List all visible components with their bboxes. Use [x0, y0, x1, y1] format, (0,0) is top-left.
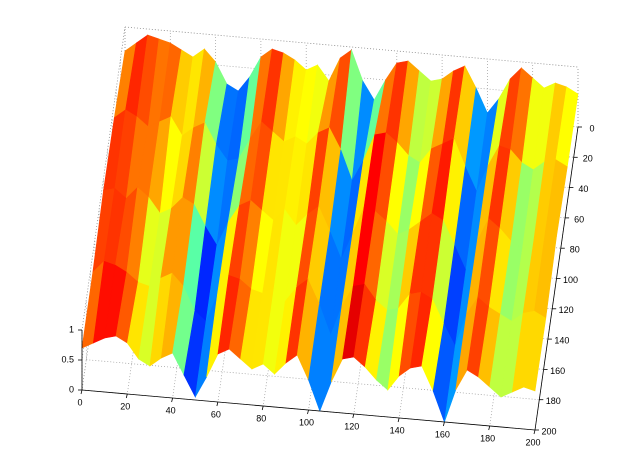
z-tick-label: 1	[69, 324, 74, 334]
y-tick-label: 120	[559, 305, 574, 315]
x-tick	[397, 417, 400, 423]
x-tick-label: 40	[166, 405, 176, 415]
y-tick-label: 200	[541, 426, 556, 436]
y-tick-label: 100	[563, 275, 578, 285]
y-tick-label: 80	[570, 245, 580, 255]
x-tick-label: 140	[390, 425, 405, 435]
x-tick	[307, 409, 309, 415]
grid-line	[81, 26, 126, 331]
y-tick-label: 0	[589, 123, 594, 133]
y-tick-label: 60	[574, 214, 584, 224]
y-tick-label: 180	[546, 396, 561, 406]
x-tick-label: 20	[120, 401, 130, 411]
x-tick	[443, 421, 445, 427]
z-tick-label: 0.5	[61, 354, 74, 364]
surface-patch	[523, 310, 547, 392]
x-tick	[80, 389, 83, 395]
y-tick-label: 160	[550, 366, 565, 376]
y-tick-label: 40	[578, 184, 588, 194]
grid-line	[124, 26, 579, 68]
x-tick	[488, 425, 491, 431]
z-tick-label: 0	[69, 384, 74, 394]
x-tick-label: 60	[211, 409, 221, 419]
x-tick-label: 200	[525, 437, 540, 447]
x-tick	[533, 429, 536, 435]
y-tick-label: 140	[554, 335, 569, 345]
x-tick-label: 120	[344, 421, 359, 431]
x-tick	[171, 397, 173, 403]
y-tick-label: 20	[583, 154, 593, 164]
grid-line	[86, 359, 540, 401]
x-tick-label: 100	[299, 417, 314, 427]
x-tick-label: 80	[256, 413, 266, 423]
x-tick	[352, 413, 355, 419]
x-tick-label: 180	[480, 433, 495, 443]
x-tick	[216, 401, 219, 407]
x-tick-label: 160	[435, 429, 450, 439]
x-tick	[125, 393, 128, 399]
x-tick	[261, 405, 264, 411]
x-tick-label: 0	[77, 397, 82, 407]
